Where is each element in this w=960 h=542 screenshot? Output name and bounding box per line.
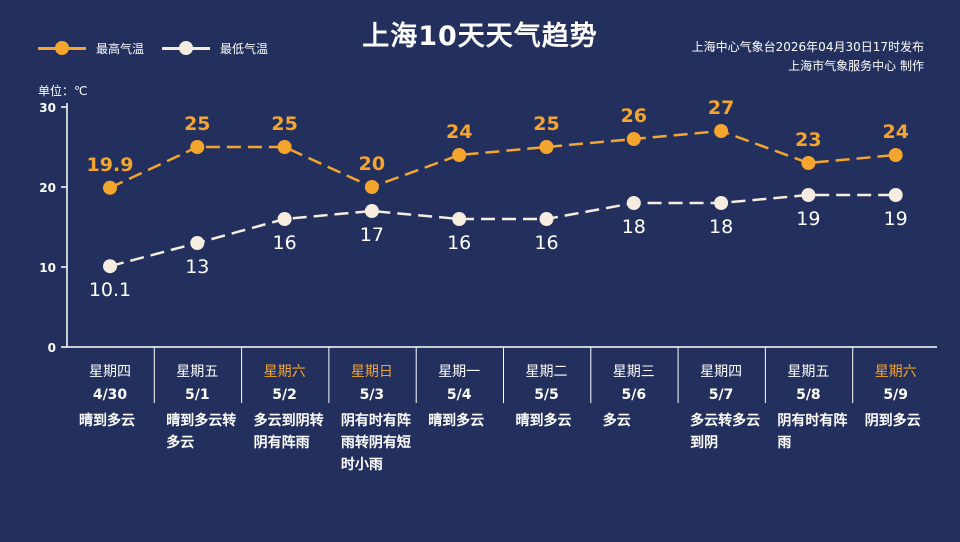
day-date: 5/8: [796, 387, 821, 403]
high-data-label: 25: [184, 113, 210, 135]
low-data-label: 19: [884, 208, 908, 230]
day-weather-desc: 晴到多云: [428, 413, 485, 429]
day-weekday: 星期五: [787, 364, 830, 380]
high-data-label: 19.9: [87, 154, 134, 176]
high-point: [452, 148, 467, 162]
high-data-label: 26: [621, 105, 647, 127]
low-point: [277, 212, 292, 226]
day-weekday: 星期日: [350, 364, 393, 380]
day-date: 5/5: [534, 387, 559, 403]
day-weekday: 星期六: [263, 364, 306, 380]
day-weather-desc: 阴到多云: [864, 413, 921, 429]
low-point: [190, 236, 205, 250]
day-weather-desc: 晴到多云: [79, 413, 135, 429]
day-date: 5/9: [883, 387, 908, 403]
low-point: [801, 188, 816, 202]
day-date: 5/1: [184, 387, 210, 403]
low-point: [626, 196, 641, 210]
legend-high: 最高气温: [38, 38, 144, 58]
low-point: [452, 212, 467, 226]
low-data-label: 17: [360, 224, 384, 246]
low-point: [103, 259, 117, 274]
day-date: 5/2: [272, 387, 297, 403]
high-data-label: 25: [533, 113, 559, 135]
day-weather-desc: 多云转多云到阴: [690, 413, 761, 451]
high-point: [539, 140, 554, 154]
day-weather-desc: 阴有时有阵雨: [777, 413, 848, 451]
low-point: [364, 204, 379, 218]
high-series-line: [109, 129, 896, 189]
day-date: 5/4: [446, 387, 472, 403]
day-weekday: 星期四: [700, 364, 743, 380]
low-data-label: 13: [185, 256, 209, 278]
low-data-label: 16: [273, 232, 297, 254]
day-date: 5/3: [359, 387, 385, 403]
day-date: 5/6: [621, 387, 647, 403]
day-weather-desc: 阴有时有阵雨转阴有短时小雨: [340, 413, 411, 473]
y-tick-label: 20: [39, 181, 56, 195]
legend-high-label: 最高气温: [96, 41, 145, 56]
day-weekday: 星期二: [525, 364, 568, 380]
high-point: [801, 156, 816, 170]
day-weather-desc: 多云到阴转阴有阵雨: [253, 413, 324, 451]
chart-title: 上海10天天气趋势: [362, 21, 598, 52]
day-weather-desc: 多云: [602, 413, 631, 429]
low-data-label: 16: [447, 232, 471, 254]
high-point: [103, 180, 117, 195]
day-weekday: 星期一: [438, 364, 481, 380]
unit-label: 单位：℃: [38, 84, 88, 98]
day-weekday: 星期六: [874, 364, 917, 380]
high-data-label: 24: [446, 121, 472, 143]
low-point: [888, 188, 903, 202]
y-tick-label: 0: [48, 341, 56, 355]
high-point: [364, 180, 379, 194]
high-point: [888, 148, 903, 162]
high-data-label: 25: [271, 113, 297, 135]
y-tick-label: 10: [39, 261, 56, 275]
high-data-label: 27: [708, 97, 734, 119]
source-line-1: 上海中心气象台2026年04月30日17时发布: [691, 40, 924, 54]
low-series-line: [109, 193, 896, 268]
day-weather-desc: 晴到多云转多云: [166, 413, 237, 451]
legend-high-line-icon: [38, 40, 86, 55]
day-weather-desc: 晴到多云: [515, 413, 572, 429]
high-point: [277, 140, 292, 154]
high-data-label: 20: [359, 153, 385, 175]
low-data-label: 16: [534, 232, 558, 254]
day-date: 5/7: [708, 387, 734, 403]
high-point: [714, 124, 729, 138]
low-point: [714, 196, 729, 210]
low-data-label: 10.1: [89, 279, 131, 301]
day-weekday: 星期五: [176, 364, 219, 380]
high-data-label: 23: [795, 129, 821, 151]
legend-low: 最低气温: [162, 38, 268, 58]
day-weekday: 星期三: [612, 364, 655, 380]
y-tick-label: 30: [39, 101, 56, 115]
low-data-label: 18: [709, 216, 733, 238]
legend-low-line-icon: [162, 40, 210, 55]
low-data-label: 18: [622, 216, 646, 238]
day-weekday: 星期四: [89, 364, 131, 380]
day-date: 4/30: [92, 387, 128, 403]
low-data-label: 19: [796, 208, 820, 230]
legend-low-label: 最低气温: [220, 41, 269, 56]
low-point: [539, 212, 554, 226]
high-data-label: 24: [882, 121, 908, 143]
source-line-2: 上海市气象服务中心 制作: [788, 59, 924, 73]
high-point: [190, 140, 205, 154]
high-point: [626, 132, 641, 146]
